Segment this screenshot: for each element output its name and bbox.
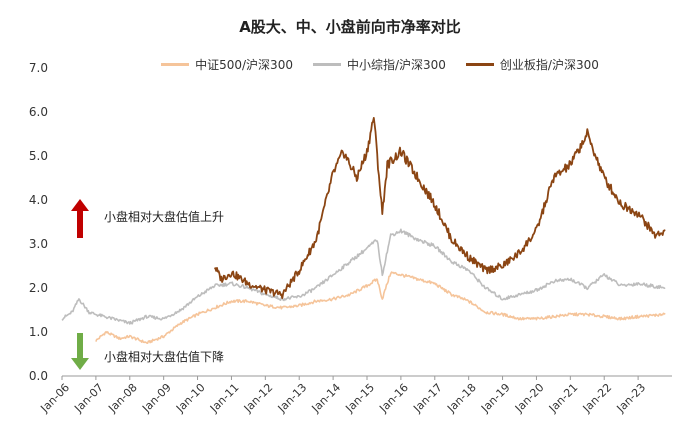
x-tick-label: Jan-07 — [71, 381, 106, 416]
legend-item-zz500: 中证500/沪深300 — [161, 56, 293, 73]
y-tick-label: 3.0 — [29, 237, 48, 251]
x-tick-label: Jan-15 — [343, 381, 378, 416]
y-tick-label: 7.0 — [29, 61, 48, 75]
legend-swatch-cyb — [465, 63, 494, 66]
legend-swatch-zxzz — [312, 63, 341, 66]
legend-item-zxzz: 中小综指/沪深300 — [312, 56, 446, 73]
y-tick-label: 4.0 — [29, 193, 48, 207]
y-tick-label: 6.0 — [29, 105, 48, 119]
chart-title: A股大、中、小盘前向市净率对比 — [239, 18, 461, 36]
x-tick-label: Jan-12 — [241, 381, 276, 416]
y-tick-label: 1.0 — [29, 325, 48, 339]
x-tick-label: Jan-08 — [105, 381, 140, 416]
legend: 中证500/沪深300 中小综指/沪深300 创业板指/沪深300 — [130, 56, 630, 73]
x-tick-label: Jan-20 — [512, 381, 547, 416]
y-tick-label: 5.0 — [29, 149, 48, 163]
x-tick-label: Jan-23 — [614, 381, 649, 416]
arrow-up-icon — [71, 199, 89, 238]
series-line-0 — [95, 271, 666, 344]
y-tick-label: 2.0 — [29, 281, 48, 295]
x-tick-label: Jan-10 — [173, 381, 208, 416]
legend-label-zxzz: 中小综指/沪深300 — [346, 58, 446, 72]
x-tick-label: Jan-19 — [478, 381, 513, 416]
x-tick-label: Jan-13 — [275, 381, 310, 416]
x-tick-label: Jan-09 — [139, 381, 174, 416]
series-line-1 — [61, 228, 666, 325]
legend-item-cyb: 创业板指/沪深300 — [465, 56, 599, 73]
series-line-2 — [214, 117, 666, 299]
x-tick-label: Jan-16 — [376, 381, 411, 416]
x-tick-label: Jan-14 — [309, 381, 344, 416]
x-tick-label: Jan-06 — [38, 381, 73, 416]
arrow-down-icon — [71, 333, 89, 370]
x-tick-label: Jan-22 — [580, 381, 615, 416]
x-tick-label: Jan-17 — [410, 381, 445, 416]
legend-swatch-zz500 — [161, 63, 190, 66]
x-tick-label: Jan-21 — [546, 381, 581, 416]
y-tick-label: 0.0 — [29, 369, 48, 383]
x-tick-label: Jan-11 — [207, 381, 242, 416]
annotation-down-label: 小盘相对大盘估值下降 — [104, 350, 225, 364]
legend-label-zz500: 中证500/沪深300 — [195, 58, 293, 72]
annotation-up-label: 小盘相对大盘估值上升 — [104, 210, 225, 224]
legend-label-cyb: 创业板指/沪深300 — [499, 58, 599, 72]
x-tick-label: Jan-18 — [444, 381, 479, 416]
series-layer — [61, 117, 666, 344]
annotation-arrows — [71, 199, 89, 370]
